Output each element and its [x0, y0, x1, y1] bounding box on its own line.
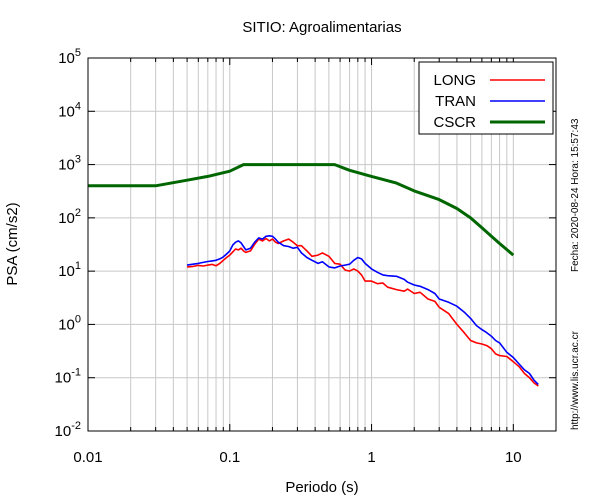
- legend: LONG TRAN CSCR: [418, 61, 554, 135]
- x-tick-label: 0.01: [73, 449, 102, 466]
- date-time-label: Fecha: 2020-08-24 Hora: 15:57:43: [570, 118, 581, 272]
- y-tick-labels: 10-2 10-1 100 101 102 103 104 105: [55, 47, 81, 440]
- source-url-label: http://www.lis.ucr.ac.cr: [570, 331, 581, 430]
- legend-label-tran: TRAN: [435, 93, 476, 110]
- y-tick-label: 102: [58, 207, 81, 227]
- series-lines: [88, 163, 539, 387]
- grid-lines: [87, 57, 557, 432]
- series-line-cscr: [88, 163, 515, 257]
- x-axis-label: Periodo (s): [285, 479, 358, 496]
- x-tick-label: 0.1: [219, 449, 240, 466]
- y-tick-label: 100: [58, 313, 81, 333]
- y-tick-label: 103: [58, 154, 81, 174]
- axis-ticks: [87, 57, 557, 432]
- y-tick-label: 10-2: [55, 420, 81, 440]
- plot-frame: [87, 57, 557, 432]
- y-tick-label: 10-1: [55, 367, 81, 387]
- chart-title: SITIO: Agroalimentarias: [242, 19, 401, 36]
- x-tick-labels: 0.01 0.1 1 10: [73, 449, 521, 466]
- y-tick-label: 105: [58, 47, 81, 67]
- series-line-long: [187, 237, 539, 387]
- x-tick-label: 10: [505, 449, 522, 466]
- y-tick-label: 101: [58, 260, 81, 280]
- y-axis-label: PSA (cm/s2): [4, 202, 21, 285]
- legend-label-long: LONG: [433, 72, 476, 89]
- legend-label-cscr: CSCR: [433, 114, 476, 131]
- y-tick-label: 104: [58, 100, 81, 120]
- series-line-tran: [186, 235, 539, 385]
- x-tick-label: 1: [367, 449, 375, 466]
